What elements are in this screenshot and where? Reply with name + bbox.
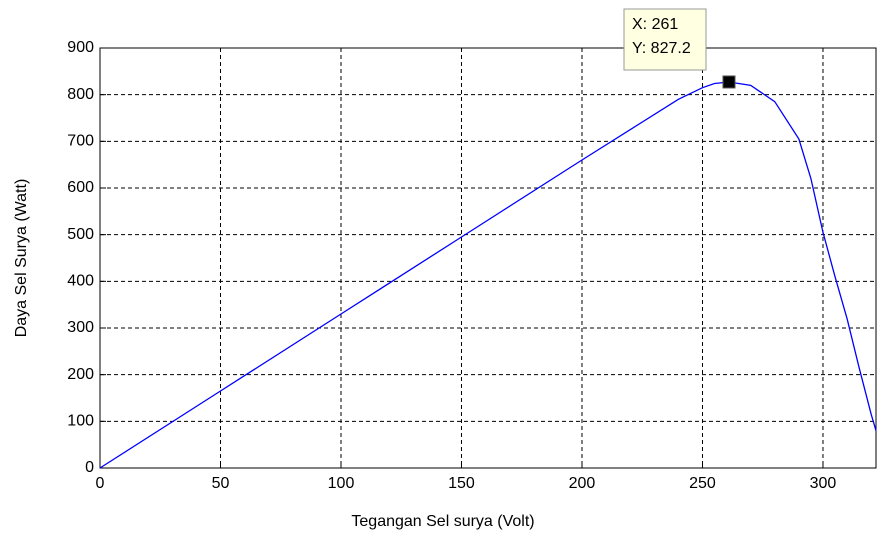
y-axis-label: Daya Sel Surya (Watt) — [13, 179, 30, 338]
x-tick-label: 200 — [569, 475, 596, 492]
y-tick-label: 700 — [67, 133, 94, 150]
y-tick-label: 900 — [67, 39, 94, 56]
x-tick-label: 0 — [96, 475, 105, 492]
plot-area — [100, 48, 876, 468]
x-tick-label: 50 — [212, 475, 230, 492]
datatip-marker — [723, 76, 735, 88]
x-tick-label: 250 — [689, 475, 716, 492]
chart: Tegangan Sel surya (Volt) Daya Sel Surya… — [0, 0, 877, 537]
x-tick-label: 150 — [448, 475, 475, 492]
y-tick-label: 200 — [67, 366, 94, 383]
y-tick-label: 600 — [67, 179, 94, 196]
datatip-y: Y: 827.2 — [632, 40, 691, 57]
y-tick-label: 100 — [67, 413, 94, 430]
y-tick-label: 300 — [67, 319, 94, 336]
x-tick-label: 300 — [810, 475, 837, 492]
x-tick-label: 100 — [328, 475, 355, 492]
y-tick-label: 500 — [67, 226, 94, 243]
y-tick-label: 400 — [67, 273, 94, 290]
y-tick-label: 0 — [85, 459, 94, 476]
y-tick-label: 800 — [67, 86, 94, 103]
datatip-x: X: 261 — [632, 16, 678, 33]
x-axis-label: Tegangan Sel surya (Volt) — [351, 513, 534, 530]
